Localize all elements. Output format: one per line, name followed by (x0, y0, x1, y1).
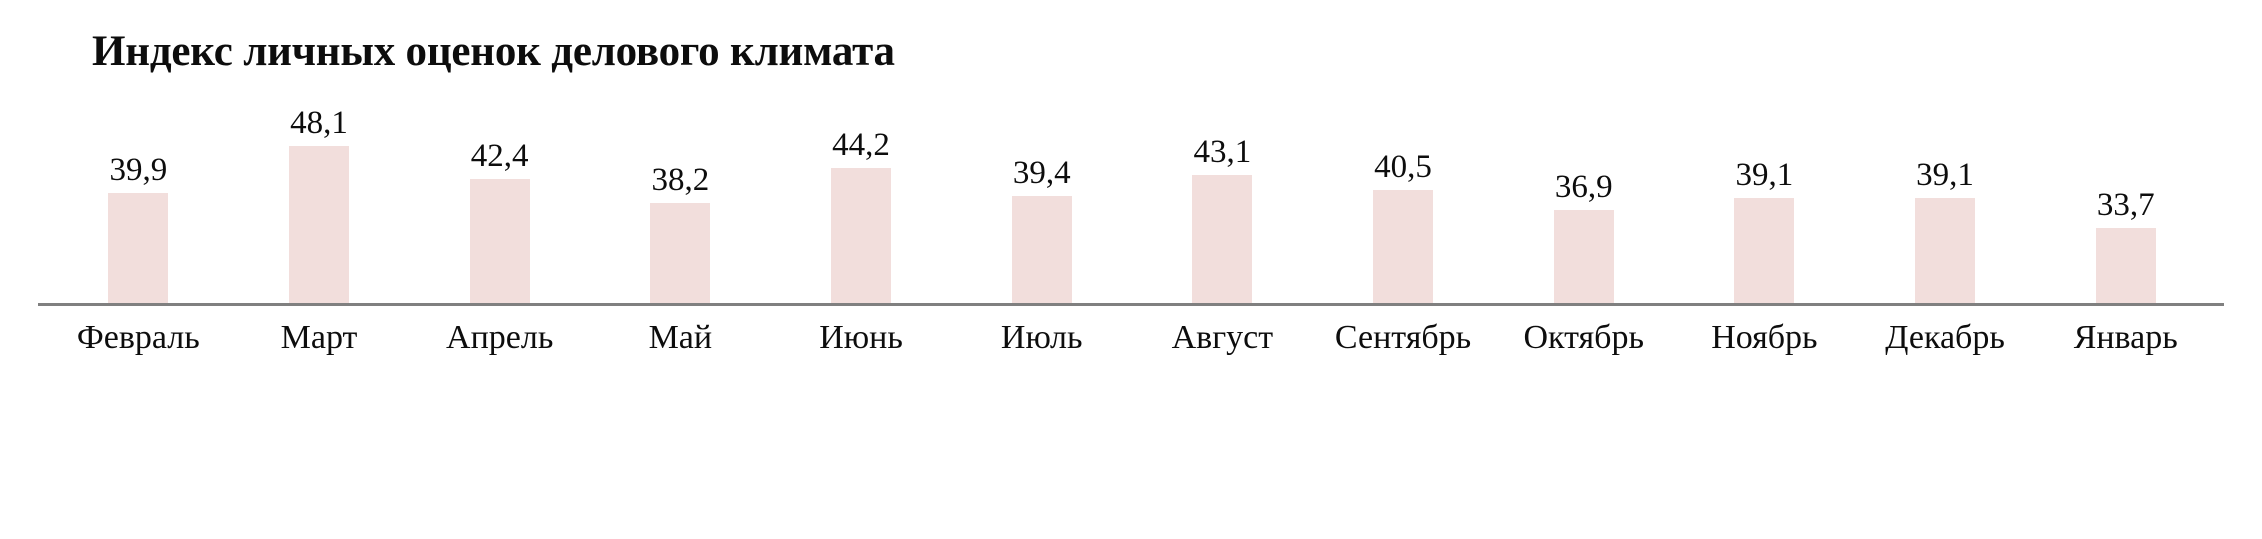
bar[interactable] (108, 193, 169, 304)
bar[interactable] (1553, 210, 1614, 304)
bar-slot: 39,4 (951, 96, 1132, 304)
plot-area: 39,9 48,1 42,4 38,2 44,2 39,4 43,1 40,5 36,9 39,1… (48, 96, 2216, 304)
bar-slot: 39,1 (1855, 96, 2036, 304)
bar-value-label: 39,1 (1735, 157, 1794, 193)
x-axis-label: Май (648, 319, 713, 356)
bar-slot: 43,1 (1132, 96, 1313, 304)
bar-value-label: 42,4 (470, 138, 529, 174)
bar-value-label: 39,1 (1916, 157, 1974, 193)
bar[interactable] (469, 179, 530, 304)
chart-title: Индекс личных оценок делового климата (92, 28, 895, 75)
bar[interactable] (1373, 190, 1434, 304)
bar[interactable] (2095, 228, 2156, 304)
bar[interactable] (1915, 198, 1976, 304)
bar-slot: 36,9 (1493, 96, 1674, 304)
bar-value-label: 40,5 (1374, 149, 1432, 185)
x-axis-tick-labels: Февраль Март Апрель Май Июнь Июль Август Сентяб… (48, 316, 2216, 360)
x-axis-label: Июль (1000, 319, 1083, 356)
bar[interactable] (1734, 198, 1795, 304)
bar-slot: 48,1 (229, 96, 410, 304)
x-axis-label: Март (280, 319, 358, 356)
x-axis-line (38, 303, 2224, 306)
bar[interactable] (1011, 196, 1072, 304)
bar-slot: 42,4 (409, 96, 590, 304)
x-axis-label: Декабрь (1885, 319, 2005, 356)
bar[interactable] (289, 146, 349, 304)
x-axis-label: Ноябрь (1711, 319, 1818, 356)
bar-value-label: 43,1 (1193, 134, 1252, 170)
bar-slot: 39,9 (48, 96, 229, 304)
bar-value-label: 39,4 (1012, 155, 1071, 191)
x-axis-label: Сентябрь (1334, 319, 1472, 356)
bar-value-label: 36,9 (1554, 169, 1613, 205)
bar[interactable] (1192, 175, 1253, 304)
bar-slot: 39,1 (1674, 96, 1855, 304)
bar[interactable] (831, 168, 892, 304)
bar-series: 39,9 48,1 42,4 38,2 44,2 39,4 43,1 40,5 36,9 39,1… (48, 96, 2216, 304)
bar-value-label: 44,2 (832, 127, 890, 163)
bar-slot: 40,5 (1313, 96, 1494, 304)
x-axis-label: Январь (2073, 319, 2178, 356)
x-axis-label: Апрель (446, 319, 554, 356)
bar-slot: 44,2 (771, 96, 952, 304)
bar-value-label: 38,2 (651, 162, 710, 198)
x-axis-label: Июнь (819, 319, 903, 356)
bar-value-label: 39,9 (109, 152, 168, 188)
bar[interactable] (650, 203, 711, 304)
x-axis-label: Август (1171, 319, 1274, 356)
x-axis-label: Октябрь (1523, 319, 1644, 356)
x-axis-label: Февраль (76, 319, 200, 356)
bar-value-label: 48,1 (290, 105, 348, 141)
bar-slot: 33,7 (2035, 96, 2216, 304)
bar-value-label: 33,7 (2096, 187, 2155, 223)
bar-slot: 38,2 (590, 96, 771, 304)
